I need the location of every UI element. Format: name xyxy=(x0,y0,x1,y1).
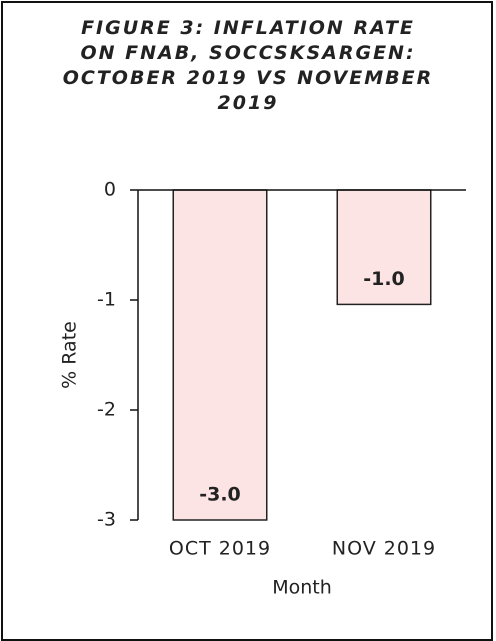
bar xyxy=(172,189,268,521)
y-tick-label: 0 xyxy=(104,179,116,201)
y-tick-label: -3 xyxy=(97,509,116,531)
value-label: -1.0 xyxy=(363,268,405,290)
y-tick-label: -2 xyxy=(97,399,116,421)
x-tick-label: NOV 2019 xyxy=(332,538,436,560)
bar xyxy=(336,189,432,306)
x-axis-label: Month xyxy=(272,577,332,599)
y-axis-label: % Rate xyxy=(59,321,81,389)
x-tick-label: OCT 2019 xyxy=(169,538,271,560)
chart-title: FIGURE 3: INFLATION RATE ON FNAB, SOCCSK… xyxy=(62,17,434,114)
y-tick-label: -1 xyxy=(97,289,116,311)
value-label: -3.0 xyxy=(199,484,241,506)
